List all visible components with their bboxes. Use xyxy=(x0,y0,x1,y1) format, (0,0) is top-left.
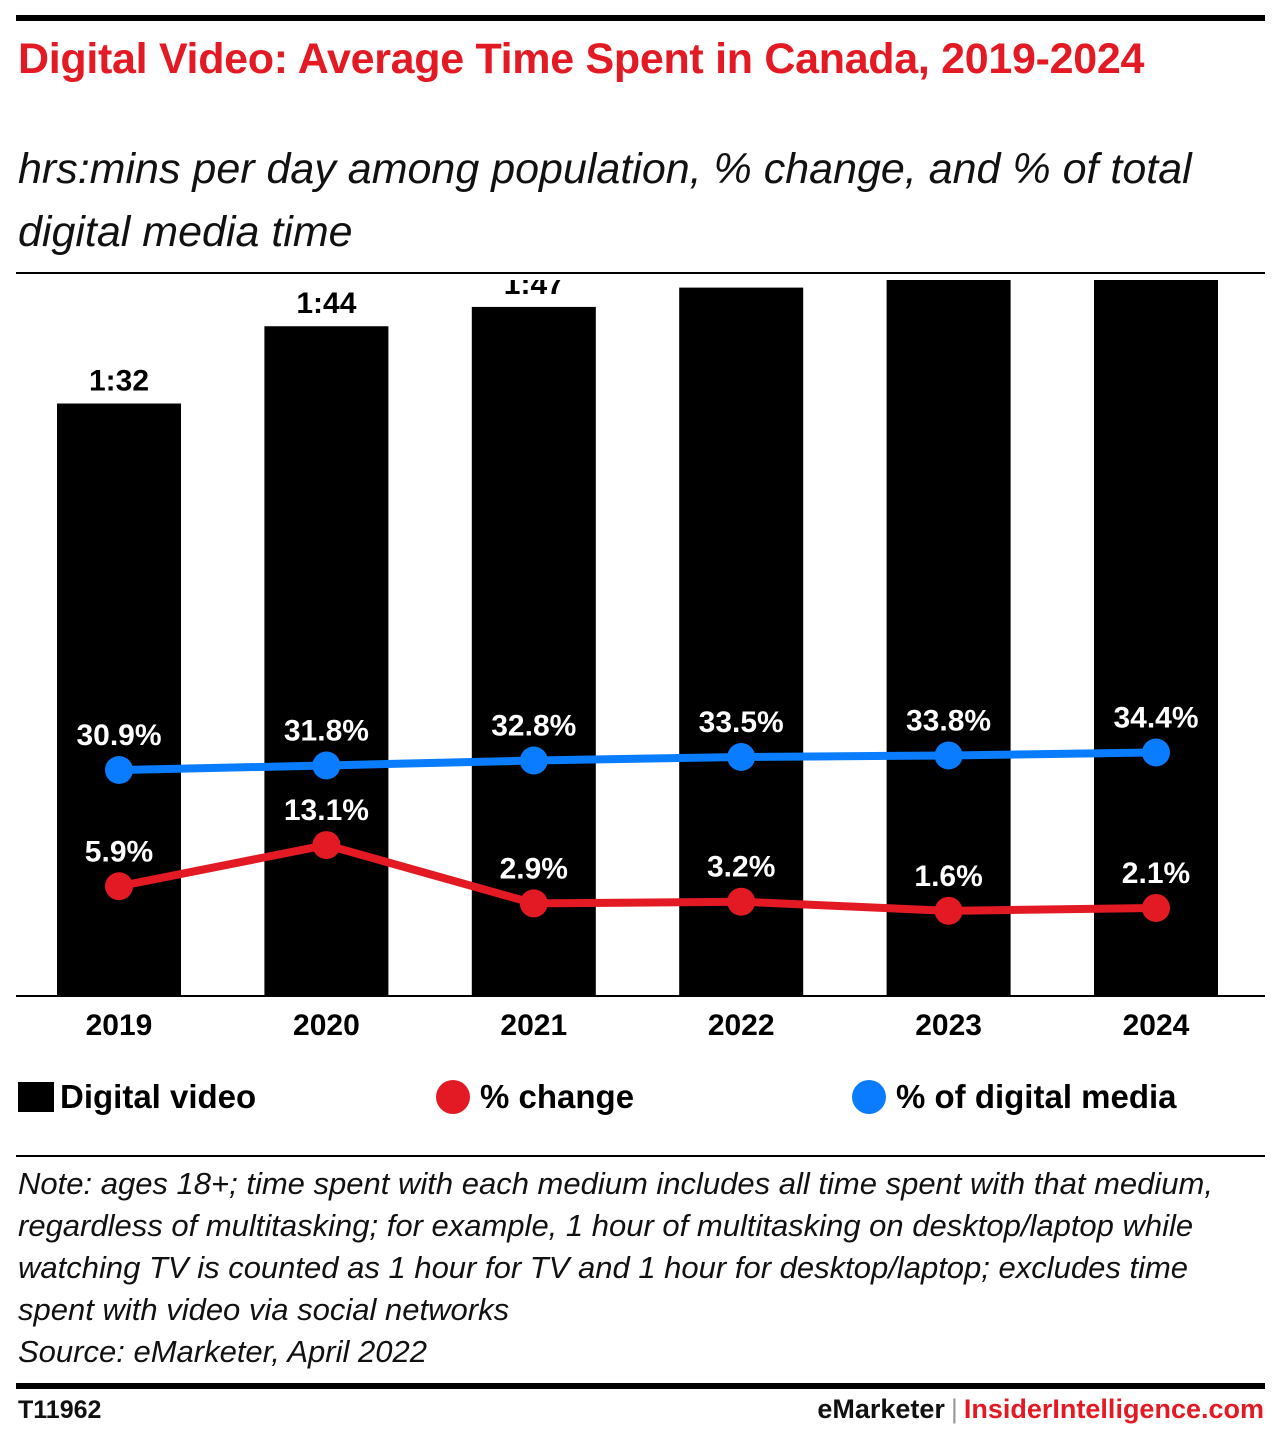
brand-separator: | xyxy=(950,1394,958,1424)
legend-item-share: % of digital media xyxy=(852,1074,1177,1120)
legend-swatch-change xyxy=(436,1080,470,1114)
share-point-2019 xyxy=(105,756,133,784)
change-label-2020: 13.1% xyxy=(284,794,369,827)
chart-area: 1:321:441:471:501:521:542019202020212022… xyxy=(16,280,1265,1042)
share-label-2020: 31.8% xyxy=(284,715,369,748)
share-point-2022 xyxy=(727,743,756,771)
x-tick-label-2024: 2024 xyxy=(1123,1009,1190,1042)
share-label-2019: 30.9% xyxy=(76,719,161,752)
legend-item-change: % change xyxy=(436,1074,634,1120)
change-line xyxy=(115,841,1160,915)
bar-2022 xyxy=(679,287,804,997)
brand-emarketer: eMarketer xyxy=(817,1394,945,1424)
chart-id: T11962 xyxy=(18,1396,102,1424)
bar-2020 xyxy=(264,326,389,996)
top-rule xyxy=(16,15,1265,21)
bar-label-2020: 1:44 xyxy=(296,287,356,320)
x-tick-label-2022: 2022 xyxy=(708,1009,775,1042)
bar-2021 xyxy=(471,306,596,996)
footer-rule xyxy=(16,1383,1265,1389)
share-label-2021: 32.8% xyxy=(491,710,576,743)
note-divider xyxy=(16,1155,1265,1157)
change-label-2022: 3.2% xyxy=(707,851,775,884)
legend-label-digital-video: Digital video xyxy=(60,1078,257,1115)
share-point-2020 xyxy=(312,751,341,780)
source-text: Source: eMarketer, April 2022 xyxy=(18,1334,427,1369)
change-point-2022 xyxy=(727,887,756,916)
share-line xyxy=(115,748,1160,774)
header-divider xyxy=(16,272,1265,274)
legend-swatch-digital-video xyxy=(18,1082,54,1112)
legend: Digital video % change % of digital medi… xyxy=(0,1074,1280,1120)
bar-2019 xyxy=(57,403,181,996)
x-tick-label-2021: 2021 xyxy=(500,1009,567,1042)
change-point-2023 xyxy=(934,896,963,925)
legend-label-share: % of digital media xyxy=(896,1078,1177,1115)
share-point-2023 xyxy=(934,741,963,770)
bar-2023 xyxy=(886,280,1011,997)
chart-note: Note: ages 18+; time spent with each med… xyxy=(18,1163,1268,1373)
bar-label-2019: 1:32 xyxy=(89,365,149,398)
change-point-2020 xyxy=(312,831,341,860)
change-label-2023: 1.6% xyxy=(914,860,982,893)
legend-label-change: % change xyxy=(480,1078,635,1115)
share-point-2021 xyxy=(519,746,548,775)
note-text: Note: ages 18+; time spent with each med… xyxy=(18,1166,1213,1327)
bar-2024 xyxy=(1094,280,1218,997)
x-tick-label-2019: 2019 xyxy=(86,1009,153,1042)
brand-insider-intelligence: InsiderIntelligence.com xyxy=(963,1394,1264,1424)
change-point-2019 xyxy=(105,872,133,901)
legend-swatch-share xyxy=(852,1080,886,1114)
x-tick-label-2023: 2023 xyxy=(915,1009,982,1042)
brand: eMarketer | InsiderIntelligence.com xyxy=(817,1394,1264,1425)
change-point-2021 xyxy=(519,889,548,918)
bar-label-2022: 1:50 xyxy=(711,280,771,282)
change-label-2019: 5.9% xyxy=(85,835,153,868)
bar-label-2021: 1:47 xyxy=(504,280,564,301)
legend-item-digital-video: Digital video xyxy=(18,1074,256,1120)
share-label-2024: 34.4% xyxy=(1113,702,1198,735)
x-tick-label-2020: 2020 xyxy=(293,1009,360,1042)
chart-subtitle: hrs:mins per day among population, % cha… xyxy=(18,145,1192,256)
chart-title: Digital Video: Average Time Spent in Can… xyxy=(18,35,1145,83)
change-point-2024 xyxy=(1142,893,1170,922)
share-label-2023: 33.8% xyxy=(906,705,991,738)
change-label-2021: 2.9% xyxy=(500,852,568,885)
change-label-2024: 2.1% xyxy=(1122,857,1190,890)
share-point-2024 xyxy=(1142,738,1170,767)
share-label-2022: 33.5% xyxy=(699,706,784,739)
